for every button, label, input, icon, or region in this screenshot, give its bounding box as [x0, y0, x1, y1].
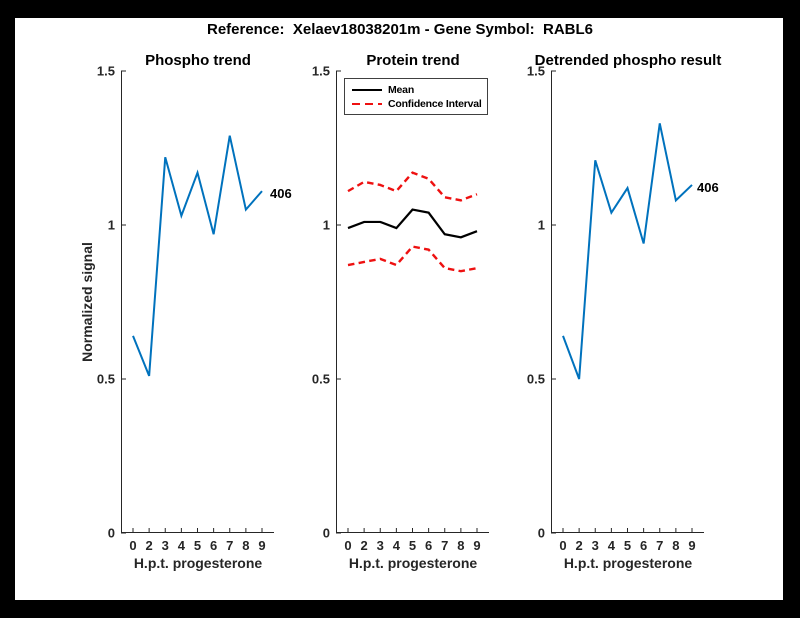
- mean-line: [347, 208, 478, 239]
- x-tick-label: 6: [210, 538, 217, 553]
- x-tick-label: 5: [624, 538, 631, 553]
- x-tick-label: 6: [640, 538, 647, 553]
- dashed-line-icon: [352, 102, 382, 106]
- y-axis-label: Normalized signal: [79, 242, 95, 362]
- legend-row-ci: Confidence Interval: [352, 98, 482, 110]
- subplot3-x-axis-label: H.p.t. progesterone: [563, 555, 693, 571]
- x-tick-label: 8: [457, 538, 464, 553]
- axes-spines: [336, 71, 489, 533]
- x-tick-label: 0: [559, 538, 566, 553]
- x-tick-label: 4: [178, 538, 186, 553]
- x-tick-label: 7: [441, 538, 448, 553]
- x-tick-label: 2: [146, 538, 153, 553]
- x-tick-label: 6: [425, 538, 432, 553]
- x-tick-label: 2: [361, 538, 368, 553]
- legend-row-mean: Mean: [352, 84, 481, 96]
- y-tick-label: 0: [108, 526, 115, 541]
- x-tick-label: 0: [344, 538, 351, 553]
- legend-box: Mean Confidence Interval: [344, 78, 488, 115]
- x-tick-label: 5: [409, 538, 416, 553]
- x-tick-label: 3: [592, 538, 599, 553]
- subplot-3: 00.511.50 2 3 4 5 6 7 8 9: [527, 64, 704, 553]
- confidence-interval-lower-line: [347, 245, 478, 273]
- x-tick-label: 9: [258, 538, 265, 553]
- confidence-interval-upper-line: [347, 171, 478, 202]
- x-tick-label: 7: [656, 538, 663, 553]
- subplot2-x-axis-label: H.p.t. progesterone: [348, 555, 478, 571]
- x-tick-label: 9: [473, 538, 480, 553]
- mean-line-icon: [352, 88, 382, 92]
- x-tick-label: 4: [393, 538, 401, 553]
- subplot2-title: Protein trend: [366, 52, 460, 69]
- y-tick-label: 0.5: [312, 372, 330, 387]
- y-tick-label: 0: [323, 526, 330, 541]
- subplot1-title: Phospho trend: [145, 52, 251, 69]
- subplot1-series-end-label: 406: [270, 186, 292, 201]
- x-tick-label: 8: [672, 538, 679, 553]
- y-tick-label: 1: [323, 218, 330, 233]
- y-tick-label: 1: [108, 218, 115, 233]
- y-tick-label: 1.5: [312, 64, 330, 79]
- legend-label-ci: Confidence Interval: [388, 98, 482, 110]
- x-tick-label: 0: [129, 538, 136, 553]
- figure-title: Reference: Xelaev18038201m - Gene Symbol…: [206, 21, 593, 38]
- y-tick-label: 0: [538, 526, 545, 541]
- legend-label-mean: Mean: [388, 84, 415, 96]
- 406-line: [562, 123, 693, 380]
- x-tick-label: 3: [162, 538, 169, 553]
- x-tick-label: 5: [194, 538, 201, 553]
- y-tick-label: 1.5: [97, 64, 115, 79]
- x-tick-label: 7: [226, 538, 233, 553]
- x-tick-label: 3: [377, 538, 384, 553]
- subplot1-x-axis-label: H.p.t. progesterone: [133, 555, 263, 571]
- y-tick-label: 0.5: [527, 372, 545, 387]
- subplot3-series-end-label: 406: [697, 180, 719, 195]
- x-tick-label: 9: [688, 538, 695, 553]
- axes-spines: [551, 71, 704, 533]
- axes-spines: [121, 71, 274, 533]
- x-tick-label: 4: [608, 538, 616, 553]
- y-tick-label: 1: [538, 218, 545, 233]
- x-tick-label: 2: [576, 538, 583, 553]
- figure-canvas: [15, 18, 783, 600]
- y-tick-label: 0.5: [97, 372, 115, 387]
- x-tick-label: 8: [242, 538, 249, 553]
- subplot-1: 00.511.50 2 3 4 5 6 7 8 9: [97, 64, 274, 553]
- subplot3-title: Detrended phospho result: [534, 52, 722, 69]
- y-tick-label: 1.5: [527, 64, 545, 79]
- 406-line: [132, 135, 263, 377]
- subplot-2: 00.511.50 2 3 4 5 6 7 8 9: [312, 64, 489, 553]
